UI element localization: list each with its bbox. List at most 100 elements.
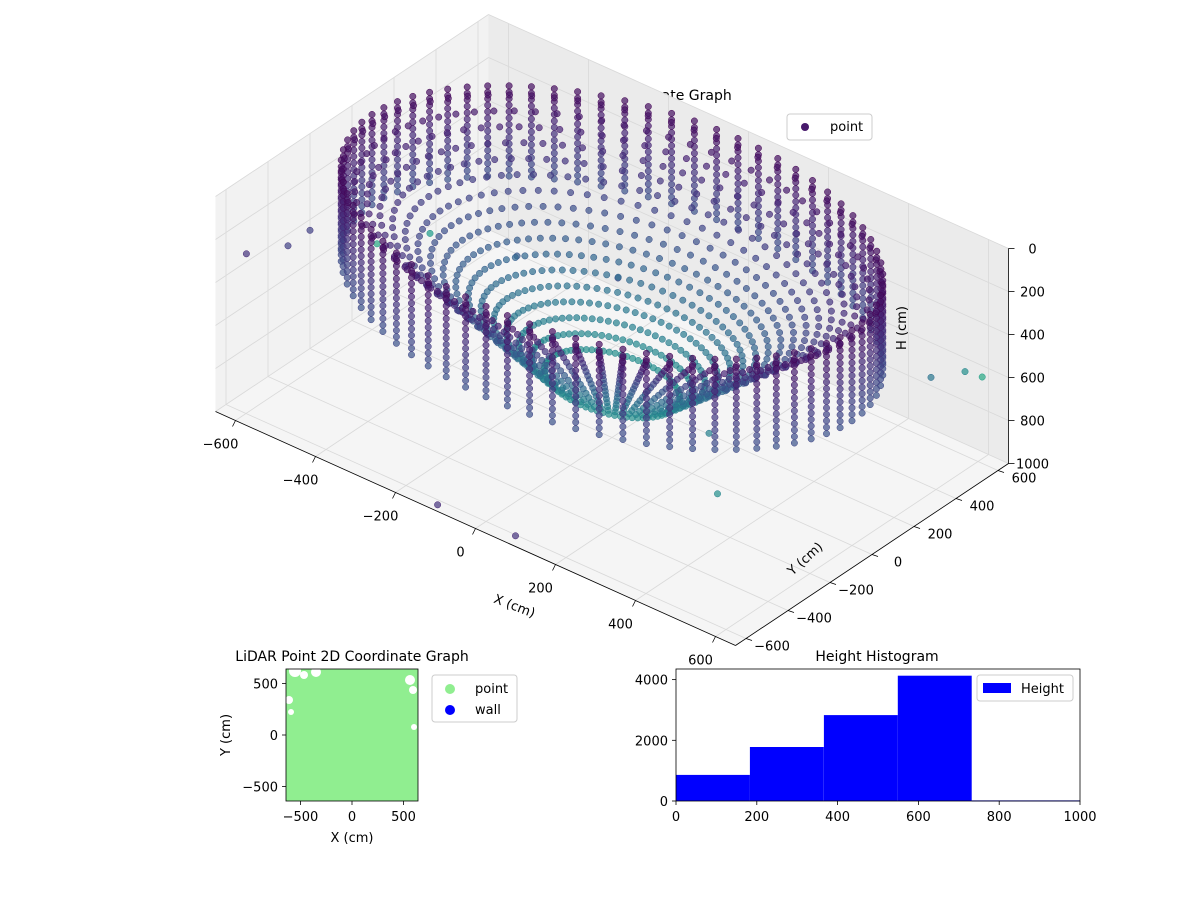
point-3d: [836, 385, 844, 393]
point-3d: [772, 384, 780, 392]
point-3d: [824, 188, 832, 196]
histogram-legend: Height: [976, 674, 1074, 702]
point-3d: [550, 117, 558, 125]
point-3d: [367, 303, 375, 311]
point-3d: [526, 372, 534, 380]
point-3d: [444, 111, 452, 119]
point-3d: [365, 181, 373, 189]
point-3d: [451, 298, 458, 305]
point-3d: [475, 210, 482, 217]
point-3d: [814, 250, 822, 258]
point-3d: [392, 249, 400, 257]
point-3d: [666, 365, 674, 373]
point-3d: [823, 410, 830, 418]
point-3d: [872, 308, 880, 315]
point-3d: [619, 416, 627, 424]
point-3d: [815, 229, 823, 237]
point-3d: [619, 423, 627, 431]
point-3d: [417, 198, 425, 206]
point-3d: [866, 336, 874, 344]
point-3d: [583, 191, 591, 199]
point-3d: [637, 279, 645, 287]
point-3d: [357, 304, 365, 312]
point-3d: [680, 392, 688, 400]
point-3d: [367, 309, 375, 317]
point-3d: [447, 246, 455, 254]
point-3d: [753, 431, 761, 439]
point-3d: [484, 243, 492, 251]
point-3d: [686, 140, 694, 148]
point-3d: [772, 410, 780, 418]
y-tick-label: 0: [270, 729, 278, 744]
point-3d: [813, 330, 821, 338]
point-3d: [585, 206, 593, 214]
point-3d: [769, 314, 777, 322]
point-3d: [548, 418, 556, 426]
point-3d: [836, 379, 844, 387]
point-3d: [474, 228, 482, 236]
point-3d: [835, 327, 842, 335]
point-3d: [410, 102, 417, 110]
point-3d: [747, 166, 755, 174]
point-3d: [776, 329, 784, 337]
point-3d: [467, 142, 475, 150]
point-3d: [306, 226, 314, 234]
y-tick-label: 400: [970, 500, 995, 515]
point-3d: [668, 259, 676, 267]
x-tick: [312, 456, 316, 463]
point-3d: [698, 388, 706, 396]
legend-label-point: point: [830, 120, 863, 135]
point-3d: [836, 353, 844, 361]
point-3d: [424, 362, 432, 370]
point-3d: [414, 178, 422, 186]
point-3d: [836, 424, 844, 432]
point-3d: [349, 279, 357, 287]
point-3d: [389, 224, 397, 232]
point-3d: [538, 267, 546, 275]
point-3d: [867, 242, 875, 250]
point-3d: [504, 274, 512, 282]
point-3d: [484, 146, 492, 154]
point-3d: [426, 159, 434, 167]
point-3d: [527, 83, 535, 91]
point-3d: [588, 315, 596, 323]
point-3d: [367, 296, 375, 304]
point-3d: [836, 372, 844, 380]
x-tick-label: 400: [825, 810, 850, 825]
point-3d: [548, 386, 556, 394]
point-3d: [807, 422, 815, 430]
point-3d: [379, 276, 387, 284]
point-3d: [621, 97, 629, 105]
point-3d: [774, 155, 782, 162]
point-3d: [358, 138, 366, 146]
point-3d: [858, 345, 866, 353]
point-3d: [464, 213, 472, 221]
point-3d: [619, 436, 627, 443]
point-3d: [644, 135, 652, 143]
point-3d: [349, 260, 357, 268]
point-3d: [503, 363, 511, 371]
point-3d: [442, 283, 450, 290]
point-3d: [406, 253, 414, 261]
point-3d: [413, 157, 421, 165]
point-3d: [848, 417, 856, 425]
point-3d: [444, 175, 452, 183]
point-3d: [732, 394, 740, 402]
point-3d: [790, 387, 798, 395]
point-3d: [598, 116, 606, 124]
point-3d: [799, 279, 807, 287]
point-3d: [866, 349, 874, 357]
y-tick: [955, 498, 963, 501]
point-3d: [770, 231, 778, 239]
point-3d: [666, 430, 674, 438]
point-3d: [408, 286, 415, 294]
point-3d: [848, 404, 856, 412]
point-3d: [866, 362, 874, 370]
point-3d: [426, 108, 434, 116]
point-3d: [429, 213, 437, 221]
point-3d: [442, 315, 450, 323]
point-3d: [465, 194, 473, 202]
grid-y: [351, 320, 873, 555]
point-3d: [733, 277, 741, 285]
point-3d: [774, 206, 782, 214]
